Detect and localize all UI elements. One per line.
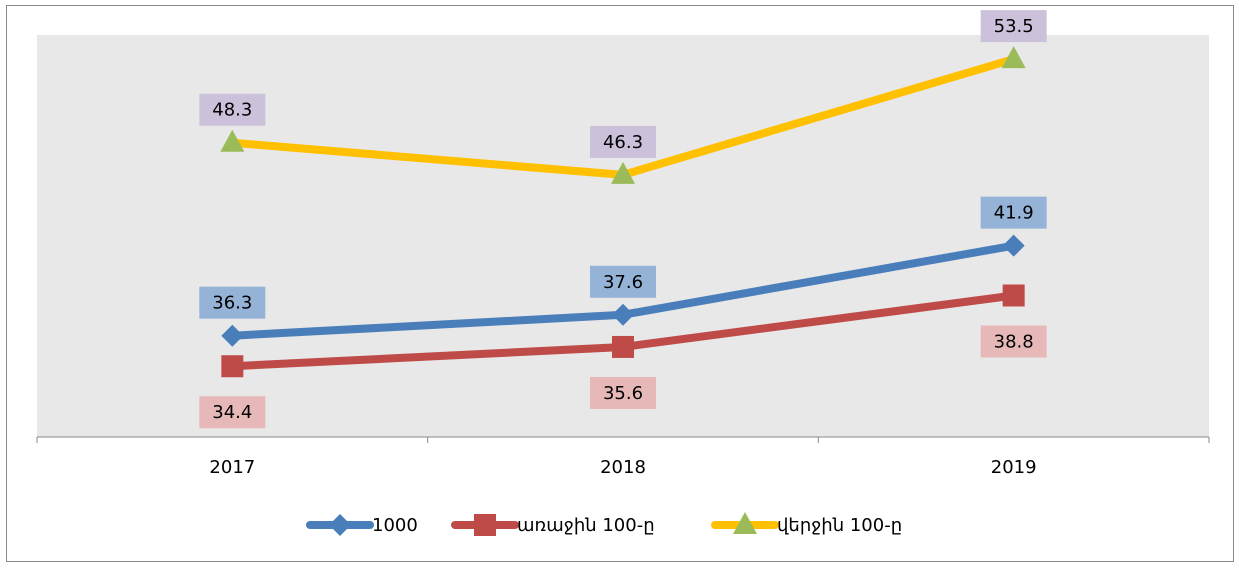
data-label-box (199, 396, 266, 429)
data-label-box (980, 196, 1047, 229)
data-point (1001, 46, 1026, 69)
data-label: 41.9 (994, 203, 1034, 224)
data-point (611, 161, 635, 184)
data-label-box (980, 325, 1047, 358)
data-label-box (980, 10, 1047, 43)
data-label-box (590, 376, 656, 409)
data-label-box (199, 286, 266, 319)
data-label: 36.3 (212, 293, 252, 314)
legend-marker (474, 514, 496, 536)
x-tick-label: 2018 (600, 457, 646, 478)
legend-label: վերջին 100-ը (777, 515, 902, 536)
data-label: 53.5 (994, 16, 1034, 37)
data-label: 35.6 (603, 383, 643, 404)
data-label-box (590, 265, 656, 298)
data-point (612, 335, 634, 358)
data-point (220, 129, 245, 152)
data-point (221, 324, 244, 347)
legend-label: առաջին 100-ը (517, 515, 655, 536)
data-label: 37.6 (603, 272, 643, 293)
x-tick-label: 2017 (209, 457, 255, 478)
data-label-box (590, 125, 656, 158)
data-point (221, 355, 244, 378)
legend-marker (329, 514, 351, 536)
data-point (612, 303, 634, 326)
data-point (1002, 234, 1025, 257)
x-tick-label: 2019 (991, 457, 1037, 478)
data-point (1002, 284, 1025, 307)
data-label-box (199, 93, 266, 126)
data-label: 34.4 (212, 402, 252, 423)
data-label: 46.3 (603, 132, 643, 153)
data-label: 48.3 (212, 100, 252, 121)
data-label: 38.8 (994, 331, 1034, 352)
legend-label: 1000 (372, 515, 418, 536)
legend-marker (733, 512, 757, 534)
